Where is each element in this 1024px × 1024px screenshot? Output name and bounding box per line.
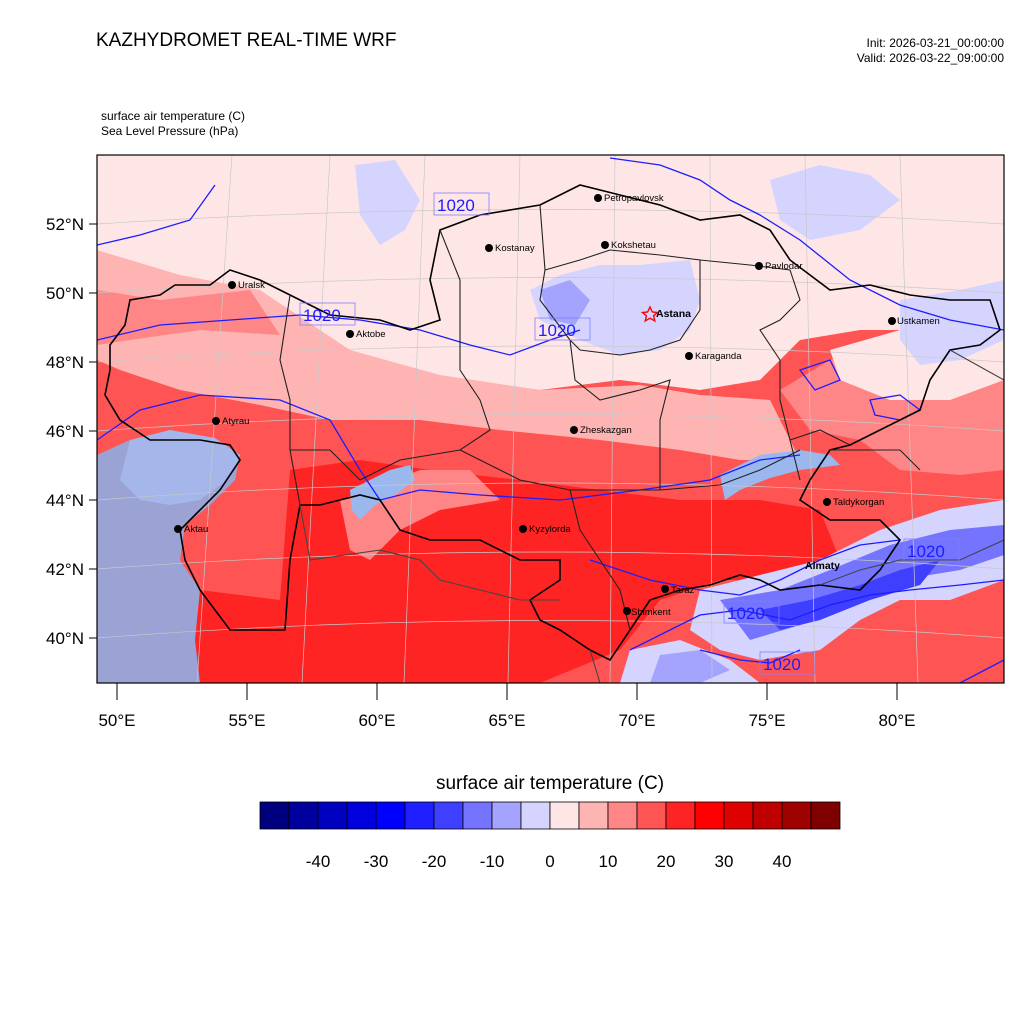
map-frame	[96, 154, 1005, 684]
city-label: Atyrau	[222, 416, 249, 427]
city-label: Shimkent	[631, 607, 671, 618]
chart-title: KAZHYDROMET REAL-TIME WRF	[96, 30, 397, 51]
colorbar-tick-labels: -40 -30 -20 -10 0 10 20 30 40	[306, 852, 792, 871]
lon-tick-label: 65°E	[488, 711, 525, 730]
city-label: Pavlodar	[765, 261, 803, 272]
colorbar-tick-label: 30	[715, 852, 734, 871]
shaded-field-label: surface air temperature (C)	[101, 109, 246, 123]
colorbar-swatch	[723, 801, 754, 830]
colorbar-swatch	[462, 801, 493, 830]
colorbar-tick-label: 20	[657, 852, 676, 871]
colorbar-swatch	[694, 801, 725, 830]
colorbar	[259, 801, 841, 830]
city-label: Almaty	[805, 560, 840, 572]
city-label: Kokshetau	[611, 240, 656, 251]
colorbar-swatch	[288, 801, 319, 830]
temperature-field	[97, 155, 1004, 683]
colorbar-swatch	[433, 801, 464, 830]
isobars	[97, 157, 1004, 683]
country-border	[104, 184, 1001, 662]
city-label: Karaganda	[695, 351, 742, 362]
lat-tick-label: 48°N	[46, 353, 84, 372]
isobar-label: 1020	[538, 321, 576, 340]
colorbar-swatch	[549, 801, 580, 830]
lon-tick-label: 50°E	[98, 711, 135, 730]
colorbar-tick-label: 40	[773, 852, 792, 871]
colorbar-tick-label: 10	[599, 852, 618, 871]
forecast-time-block: Init: 2026-03-21_00:00:00 Valid: 2026-03…	[857, 36, 1004, 66]
colorbar-tick-label: 0	[545, 852, 554, 871]
neighbor-borders	[299, 349, 1004, 683]
lat-tick-label: 50°N	[46, 284, 84, 303]
colorbar-swatch	[578, 801, 609, 830]
lon-tick-label: 60°E	[358, 711, 395, 730]
lat-tick-label: 46°N	[46, 422, 84, 441]
lat-tick-label: 40°N	[46, 629, 84, 648]
colorbar-swatch	[636, 801, 667, 830]
colorbar-swatch	[752, 801, 783, 830]
contour-field-label: Sea Level Pressure (hPa)	[101, 124, 239, 138]
lon-tick-label: 55°E	[228, 711, 265, 730]
init-time: Init: 2026-03-21_00:00:00	[866, 36, 1004, 50]
lat-tick-label: 42°N	[46, 560, 84, 579]
city-markers: Petropavlovsk Kostanay Kokshetau Pavloda…	[174, 193, 940, 618]
isobar-label: 1020	[727, 604, 765, 623]
city-label: Aktobe	[356, 329, 386, 340]
city-label: Taldykorgan	[833, 497, 884, 508]
longitude-labels: 50°E 55°E 60°E 65°E 70°E 75°E 80°E	[98, 711, 915, 730]
colorbar-tick-label: -30	[364, 852, 389, 871]
colorbar-swatch	[665, 801, 696, 830]
colorbar-swatch	[346, 801, 377, 830]
city-label: Petropavlovsk	[604, 193, 664, 204]
isobar-label: 1020	[437, 196, 475, 215]
lon-tick-label: 80°E	[878, 711, 915, 730]
city-label: Taraz	[671, 585, 694, 596]
isobar-labels: 1020 1020 1020 1020 1020 1020	[299, 192, 960, 675]
lat-tick-label: 44°N	[46, 491, 84, 510]
colorbar-swatch	[259, 801, 290, 830]
valid-time: Valid: 2026-03-22_09:00:00	[856, 51, 1004, 65]
colorbar-swatch	[607, 801, 638, 830]
colorbar-swatch	[810, 801, 841, 830]
city-label: Zheskazgan	[580, 425, 632, 436]
colorbar-tick-label: -40	[306, 852, 331, 871]
capital-label: Astana	[656, 308, 691, 320]
borders	[104, 184, 1004, 683]
colorbar-tick-label: -20	[422, 852, 447, 871]
lat-tick-label: 52°N	[46, 215, 84, 234]
axis-ticks	[89, 223, 898, 700]
colorbar-swatch	[375, 801, 406, 830]
colorbar-swatch	[520, 801, 551, 830]
city-label: Uralsk	[238, 280, 265, 291]
city-label: Aktau	[184, 524, 208, 535]
lon-tick-label: 75°E	[748, 711, 785, 730]
colorbar-swatch	[491, 801, 522, 830]
city-label: Kostanay	[495, 243, 535, 254]
province-borders	[279, 204, 921, 631]
field-legend: surface air temperature (C) Sea Level Pr…	[101, 109, 245, 139]
colorbar-swatch	[317, 801, 348, 830]
city-label: Kyzylorda	[529, 524, 571, 535]
isobar-label: 1020	[763, 655, 801, 674]
isobar-label: 1020	[303, 306, 341, 325]
latitude-labels: 52°N 50°N 48°N 46°N 44°N 42°N 40°N	[46, 215, 84, 648]
colorbar-tick-label: -10	[480, 852, 505, 871]
isobar-label: 1020	[907, 542, 945, 561]
city-label: Ustkamen	[897, 316, 940, 327]
lon-tick-label: 70°E	[618, 711, 655, 730]
capital-star-icon	[640, 305, 660, 323]
colorbar-title: surface air temperature (C)	[435, 773, 665, 794]
colorbar-swatch	[781, 801, 812, 830]
colorbar-swatch	[404, 801, 435, 830]
